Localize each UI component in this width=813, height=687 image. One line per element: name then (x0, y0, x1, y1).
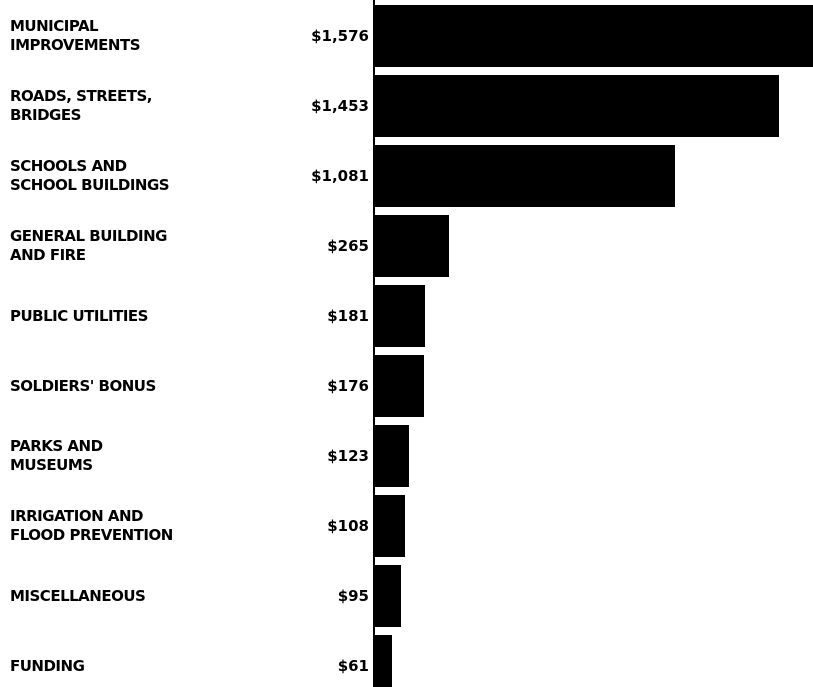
value-label: $1,081 (311, 167, 369, 185)
bar (375, 145, 676, 207)
bar (375, 5, 813, 67)
value-label: $181 (327, 307, 369, 325)
category-label: SOLDIERS' BONUS (10, 376, 156, 395)
category-label: MUNICIPAL IMPROVEMENTS (10, 17, 141, 54)
axis-line (373, 0, 375, 687)
category-label: IRRIGATION AND FLOOD PREVENTION (10, 507, 173, 544)
bar (375, 285, 426, 347)
value-label: $265 (327, 237, 369, 255)
value-label: $61 (337, 657, 369, 675)
bar (375, 635, 392, 687)
bar (375, 495, 405, 557)
value-label: $123 (327, 447, 369, 465)
category-label: FUNDING (10, 656, 85, 675)
bar (375, 215, 449, 277)
bar (375, 355, 424, 417)
value-label: $176 (327, 377, 369, 395)
bar (375, 425, 410, 487)
bar (375, 565, 402, 627)
value-label: $1,576 (311, 27, 369, 45)
category-label: SCHOOLS AND SCHOOL BUILDINGS (10, 157, 170, 194)
category-label: ROADS, STREETS, BRIDGES (10, 87, 153, 124)
category-label: MISCELLANEOUS (10, 586, 146, 605)
value-label: $108 (327, 517, 369, 535)
category-label: PARKS AND MUSEUMS (10, 437, 103, 474)
category-label: PUBLIC UTILITIES (10, 306, 148, 325)
value-label: $95 (337, 587, 369, 605)
value-label: $1,453 (311, 97, 369, 115)
bar (375, 75, 779, 137)
category-label: GENERAL BUILDING AND FIRE (10, 227, 167, 264)
